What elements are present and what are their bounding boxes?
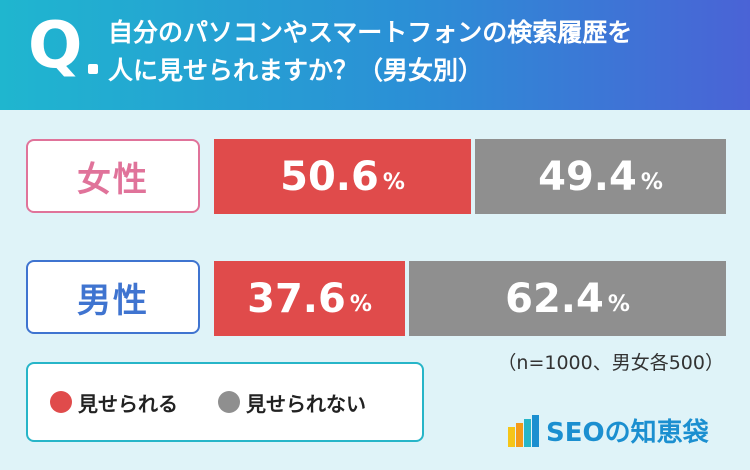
bar-female-yes: 50.6% [214, 139, 471, 214]
legend: 見せられる 見せられない [26, 362, 424, 442]
title-line-1: 自分のパソコンやスマートフォンの検索履歴を [108, 18, 633, 47]
page-title: 自分のパソコンやスマートフォンの検索履歴を 人に見せられますか？（男女別） [108, 14, 738, 90]
legend-label-yes: 見せられる [78, 391, 178, 416]
sample-size-note: （n=1000、男女各500） [497, 352, 724, 374]
legend-swatch-no-icon [218, 391, 240, 413]
data-label-value: 62.4 [505, 275, 604, 322]
title-line-2: 人に見せられますか？（男女別） [108, 56, 484, 85]
data-label-value: 50.6 [280, 153, 379, 200]
legend-swatch-yes-icon [50, 391, 72, 413]
data-label-unit: % [349, 292, 372, 317]
bar-female-no: 49.4% [475, 139, 726, 214]
bar-male-no: 62.4% [409, 261, 726, 336]
legend-item-no: 見せられない [218, 388, 366, 417]
data-label-unit: % [640, 170, 663, 195]
data-label-unit: % [382, 170, 405, 195]
logo-text: SEOの知恵袋 [546, 418, 709, 448]
bar-male-yes: 37.6% [214, 261, 405, 336]
logo: SEOの知恵袋 [508, 412, 709, 449]
legend-item-yes: 見せられる [50, 388, 178, 417]
data-label-value: 37.6 [247, 275, 346, 322]
header-banner: Q 自分のパソコンやスマートフォンの検索履歴を 人に見せられますか？（男女別） [0, 0, 750, 110]
question-mark-q: Q [28, 9, 83, 83]
data-label-value: 49.4 [538, 153, 637, 200]
category-label-male: 男性 [26, 260, 200, 334]
legend-label-no: 見せられない [246, 391, 366, 416]
logo-bars-icon [508, 414, 540, 447]
question-dot [88, 64, 98, 74]
category-label-female: 女性 [26, 139, 200, 213]
data-label-unit: % [607, 292, 630, 317]
